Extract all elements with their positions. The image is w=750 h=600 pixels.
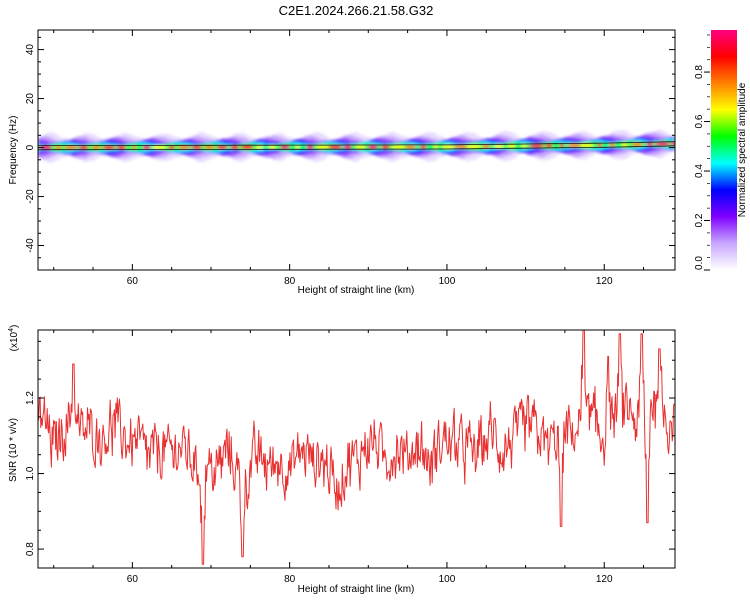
spectrogram-hotspot [78,145,89,150]
spectrogram-hotspot [528,143,545,149]
snr-x-tick-label: 100 [439,574,456,585]
spectrogram-y-tick-label: 0 [25,144,36,150]
spectrogram-hotspot [91,145,101,150]
spectrogram-x-tick-label: 80 [284,276,296,287]
snr-y-label: SNR (10 * v/v) [8,418,19,482]
snr-panel: 60 80 100 120 0.8 1.0 1.2 Height of straight … [8,325,676,595]
spectrogram-hotspot [545,143,553,149]
snr-x-tick-label: 120 [596,574,613,585]
spectrogram-hotspot [279,144,290,150]
colorbar-scale [711,30,737,270]
spectrogram-y-tick-label: -40 [25,238,36,253]
colorbar-tick-label: 0.4 [694,164,705,178]
spectrogram-hotspot [328,144,343,150]
spectrogram-hotspot [306,144,315,150]
snr-y-multiplier-exp: 4 [8,328,15,332]
snr-y-tick-label: 1.2 [25,391,36,405]
spectrogram-hotspot [191,144,203,150]
snr-x-tick-label: 60 [127,574,139,585]
spectrogram-trace-lower [38,145,675,151]
snr-y-multiplier-close: ) [9,325,20,328]
snr-x-tick-label: 80 [284,574,296,585]
spectrogram-hotspot [343,144,353,150]
spectrogram-hotspot [391,144,406,150]
spectrogram-hotspot [38,145,53,150]
spectrogram-hotspot [168,144,175,150]
spectrogram-hotspot [55,145,62,150]
spectrogram-hotspot [229,144,240,150]
spectrogram-band-layers [38,129,675,164]
spectrogram-hotspot [63,145,79,150]
snr-y-tick-label: 1.0 [25,466,36,480]
spectrogram-x-label: Height of straight line (km) [298,285,415,296]
spectrogram-y-label: Frequency (Hz) [8,116,19,185]
spectrogram-frame [37,29,676,271]
snr-y-ticks: 0.8 1.0 1.2 [25,340,675,569]
colorbar-tick-label: 0.2 [694,213,705,227]
spectrogram-hotspot [131,144,137,150]
spectrogram-hotspot [355,144,366,150]
spectrogram-band [38,129,675,164]
spectrogram-y-tick-label: -20 [25,189,36,204]
spectrogram-hotspot [177,144,191,150]
spectrogram-hotspot [559,143,565,148]
spectrogram-hotspot [433,144,439,150]
colorbar-tick-label: 0.6 [694,114,705,128]
spectrogram-hotspot [631,142,643,147]
snr-y-multiplier-base: (x10 [9,331,20,351]
spectrogram-hotspot [580,142,594,148]
spectrogram-hotspot [481,143,491,149]
spectrogram-y-ticks: -40 -20 0 20 40 [25,36,675,271]
snr-y-tick-label: 0.8 [25,542,36,556]
spectrogram-y-tick-label: 40 [25,44,36,56]
spectrogram-hotspot [567,143,582,148]
spectrogram-hotspot [102,145,116,150]
spectrogram-hotspot [268,144,277,150]
spectrogram-hotspot [142,144,151,150]
colorbar: 0.0 0.2 0.4 0.6 0.8 Normalized spectral ampl… [694,30,748,271]
spectrogram-hotspot [521,143,527,149]
snr-y-multiplier: (x104) [8,325,20,352]
snr-frame [37,329,676,569]
spectrogram-hotspot [621,142,629,148]
spectrogram-hotspot [367,144,379,150]
spectrogram-hotspot [256,144,264,150]
colorbar-label: Normalized spectral amplitude [737,82,748,217]
spectrogram-hotspot [116,145,127,150]
colorbar-tick-label: 0.8 [694,65,705,79]
spectrogram-hotspot [646,141,654,147]
spectrogram-hotspot [404,144,417,150]
spectrogram-x-tick-label: 100 [439,276,456,287]
snr-series-line [38,330,675,565]
figure-title: C2E1.2024.266.21.58.G32 [279,3,434,18]
spectrogram-hotspot [597,142,602,148]
spectrogram-x-ticks: 60 80 100 120 [53,30,645,287]
spectrogram-hotspot [419,144,427,150]
spectrogram-hotspot [151,144,167,150]
spectrogram-panel: 60 80 100 120 -40 -20 0 20 40 Height of straigh… [8,29,676,296]
spectrogram-x-tick-label: 120 [596,276,613,287]
spectrogram-hotspot [507,143,516,149]
spectrogram-hotspot [315,144,330,150]
snr-x-label: Height of straight line (km) [298,584,415,595]
spectrogram-hotspot [295,144,300,150]
spectrogram-hotspot [466,144,482,149]
spectrogram-hotspot [441,144,456,150]
spectrogram-hotspot [240,144,254,150]
colorbar-tick-label: 0.0 [694,256,705,270]
spectrogram-hotspot [453,144,469,150]
spectrogram-x-tick-label: 60 [127,276,139,287]
colorbar-ticks: 0.0 0.2 0.4 0.6 0.8 [694,34,710,271]
spectrogram-hotspot [654,141,671,147]
spectrogram-hotspot [381,144,391,150]
spectrogram-hotspot [216,144,228,150]
spectrogram-hotspot [608,142,616,148]
spectrogram-y-tick-label: 20 [25,93,36,105]
spectrogram-trace-upper [38,141,675,147]
spectrogram-hotspot [204,144,215,150]
spectrogram-hotspot [493,143,504,149]
spectrogram-hotspot [670,141,675,147]
snr-x-ticks: 60 80 100 120 [53,330,645,585]
